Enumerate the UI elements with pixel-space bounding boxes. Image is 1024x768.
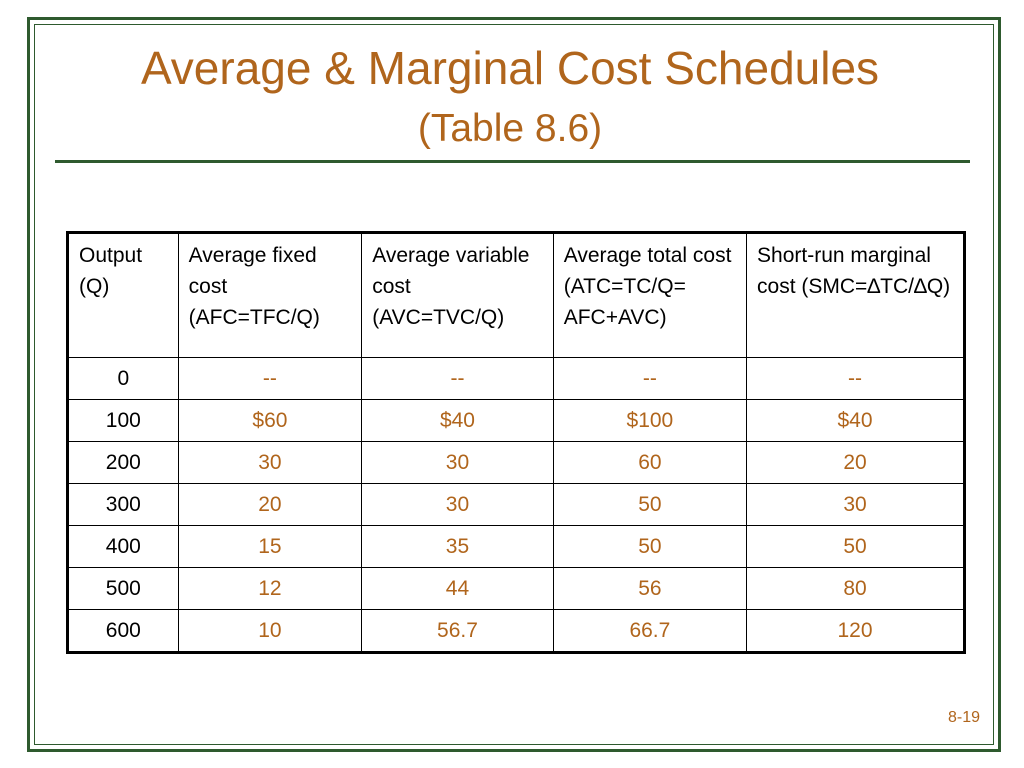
- header-output: Output (Q): [67, 232, 179, 358]
- output-cell: 400: [67, 525, 179, 568]
- header-afc: Average fixed cost (AFC=TFC/Q): [177, 232, 363, 358]
- smc-cell: $40: [746, 399, 965, 442]
- slide-title: Average & Marginal Cost Schedules: [140, 42, 880, 94]
- afc-cell: 30: [177, 441, 363, 484]
- output-cell: 0: [67, 357, 179, 400]
- smc-cell: 30: [746, 483, 965, 526]
- afc-cell: 15: [177, 525, 363, 568]
- afc-cell: 12: [177, 567, 363, 610]
- smc-cell: 120: [746, 609, 965, 653]
- output-cell: 600: [67, 609, 179, 653]
- afc-cell: --: [177, 357, 363, 400]
- smc-cell: 20: [746, 441, 965, 484]
- afc-cell: $60: [177, 399, 363, 442]
- smc-cell: 80: [746, 567, 965, 610]
- table-row: 300 20 30 50 30: [67, 483, 965, 526]
- avc-cell: $40: [361, 399, 554, 442]
- atc-cell: 50: [552, 483, 748, 526]
- avc-cell: 56.7: [361, 609, 554, 653]
- smc-cell: --: [746, 357, 965, 400]
- output-cell: 100: [67, 399, 179, 442]
- avc-cell: 35: [361, 525, 554, 568]
- atc-cell: 56: [552, 567, 748, 610]
- slide-inner-border: [34, 24, 994, 745]
- page-number: 8-19: [947, 709, 980, 726]
- avc-cell: 30: [361, 483, 554, 526]
- avc-cell: 30: [361, 441, 554, 484]
- header-atc: Average total cost (ATC=TC/Q= AFC+AVC): [552, 232, 748, 358]
- header-smc: Short-run marginal cost (SMC=∆TC/∆Q): [746, 232, 965, 358]
- slide-subtitle: (Table 8.6): [417, 107, 603, 150]
- atc-cell: 60: [552, 441, 748, 484]
- output-cell: 300: [67, 483, 179, 526]
- afc-cell: 20: [177, 483, 363, 526]
- output-cell: 200: [67, 441, 179, 484]
- atc-cell: 50: [552, 525, 748, 568]
- output-cell: 500: [67, 567, 179, 610]
- avc-cell: --: [361, 357, 554, 400]
- table-row: 400 15 35 50 50: [67, 525, 965, 568]
- table-row: 600 10 56.7 66.7 120: [67, 609, 965, 653]
- cost-schedule-table: Output (Q) Average fixed cost (AFC=TFC/Q…: [66, 231, 966, 654]
- title-divider: [55, 160, 970, 163]
- table-row: 200 30 30 60 20: [67, 441, 965, 484]
- table-row: 500 12 44 56 80: [67, 567, 965, 610]
- atc-cell: --: [552, 357, 748, 400]
- atc-cell: $100: [552, 399, 748, 442]
- slide-outer-border: [27, 17, 1001, 752]
- table-row: 100 $60 $40 $100 $40: [67, 399, 965, 442]
- afc-cell: 10: [177, 609, 363, 653]
- atc-cell: 66.7: [552, 609, 748, 653]
- table-header-row: Output (Q) Average fixed cost (AFC=TFC/Q…: [67, 232, 965, 358]
- avc-cell: 44: [361, 567, 554, 610]
- smc-cell: 50: [746, 525, 965, 568]
- header-avc: Average variable cost (AVC=TVC/Q): [361, 232, 554, 358]
- table-row: 0 -- -- -- --: [67, 357, 965, 400]
